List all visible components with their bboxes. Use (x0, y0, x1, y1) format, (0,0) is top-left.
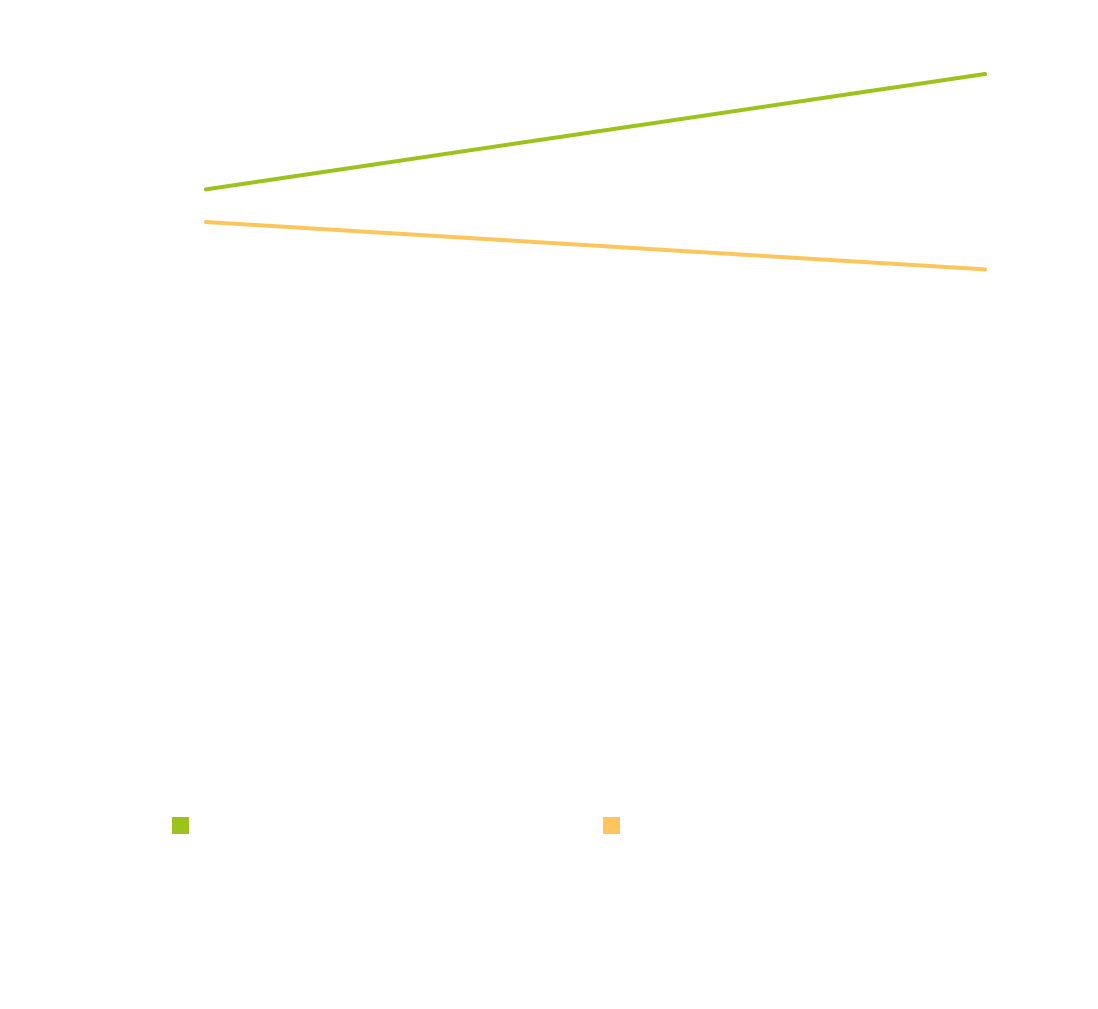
legend-swatch-1 (172, 817, 189, 834)
series-line-1 (204, 72, 987, 192)
legend-item-1 (172, 817, 189, 834)
series-line-2 (204, 220, 987, 272)
series-layer (204, 72, 987, 272)
legend-item-2 (603, 817, 620, 834)
legend (172, 817, 620, 834)
legend-swatch-2 (603, 817, 620, 834)
